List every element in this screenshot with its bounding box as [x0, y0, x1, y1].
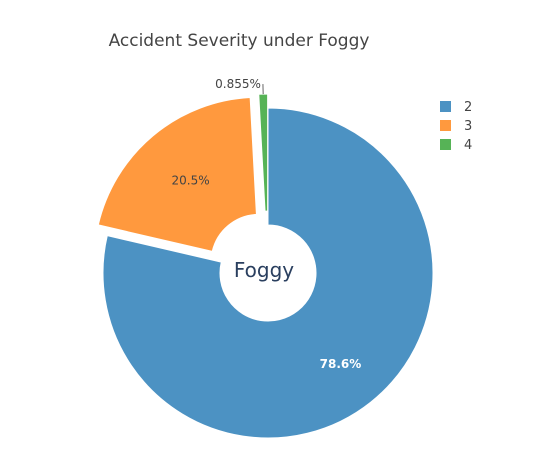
- pie-slice-3: [97, 96, 257, 253]
- pie-slice-2: [102, 107, 434, 439]
- pie-slices: [97, 93, 434, 439]
- legend-label-3[interactable]: 3: [464, 119, 472, 134]
- legend-swatch-4[interactable]: [440, 139, 451, 150]
- legend-swatch-3[interactable]: [440, 120, 451, 131]
- slice-label-2: 78.6%: [320, 357, 362, 371]
- chart-title: Accident Severity under Foggy: [109, 31, 370, 51]
- slice-labels: 78.6% 20.5% 0.855%: [171, 77, 361, 371]
- center-label: Foggy: [234, 258, 294, 282]
- slice-label-3: 20.5%: [171, 174, 209, 188]
- pie-slice-4: [258, 93, 269, 212]
- legend-label-2[interactable]: 2: [464, 100, 472, 115]
- legend-swatch-2[interactable]: [440, 101, 451, 112]
- legend: 2 3 4: [440, 100, 472, 153]
- legend-label-4[interactable]: 4: [464, 138, 472, 153]
- slice-label-4: 0.855%: [215, 77, 261, 91]
